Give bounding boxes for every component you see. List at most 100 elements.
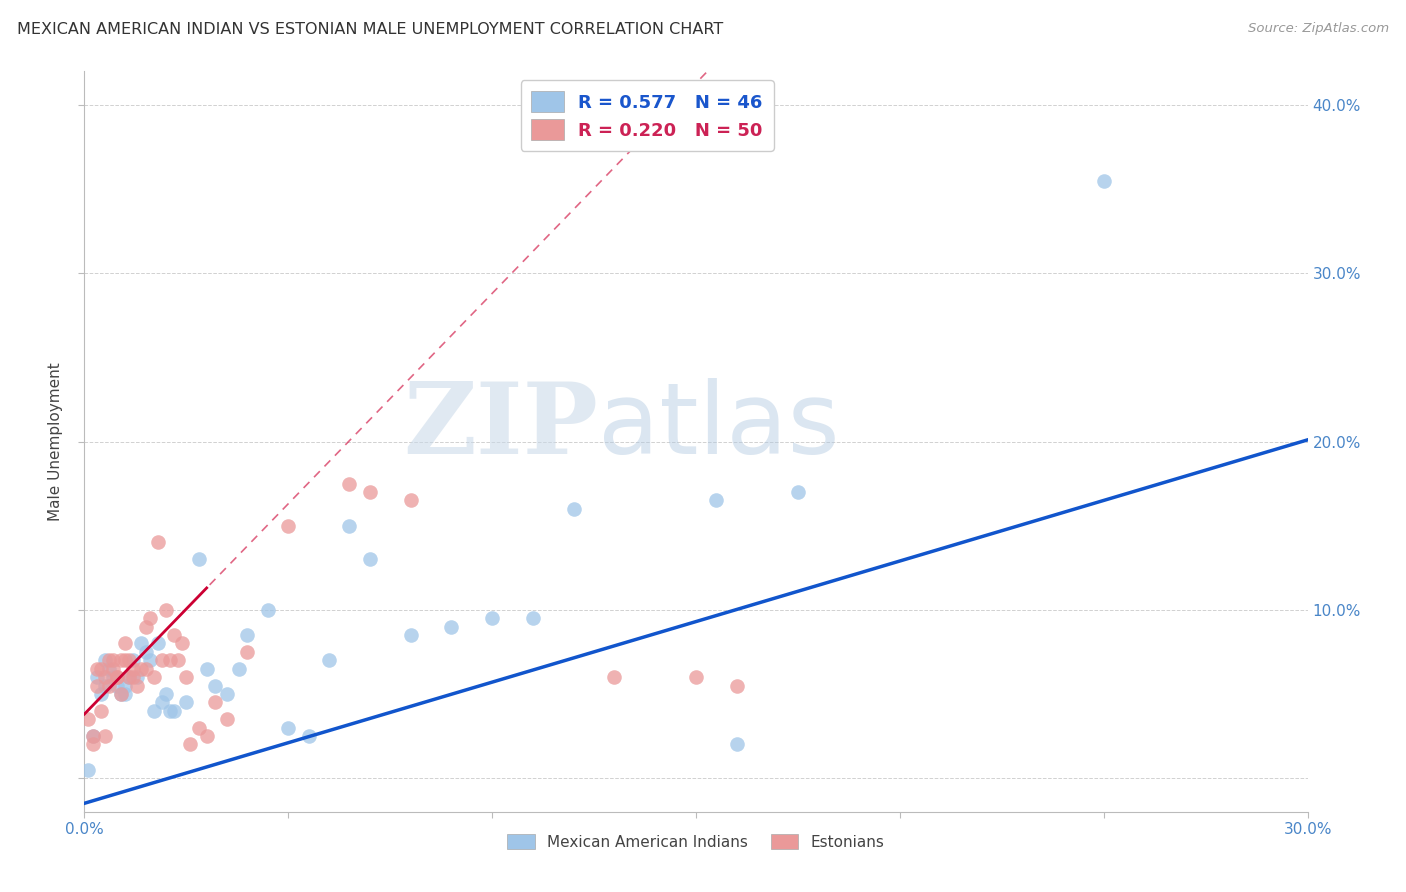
Point — [82, 729, 104, 743]
Point — [86, 679, 108, 693]
Point — [118, 670, 141, 684]
Point — [159, 653, 181, 667]
Point — [86, 670, 108, 684]
Point — [150, 653, 173, 667]
Point — [277, 721, 299, 735]
Point — [127, 670, 149, 684]
Point — [101, 670, 124, 684]
Point — [105, 679, 128, 693]
Text: MEXICAN AMERICAN INDIAN VS ESTONIAN MALE UNEMPLOYMENT CORRELATION CHART: MEXICAN AMERICAN INDIAN VS ESTONIAN MALE… — [17, 22, 723, 37]
Point — [725, 679, 748, 693]
Point — [93, 729, 115, 743]
Point — [90, 662, 112, 676]
Y-axis label: Male Unemployment: Male Unemployment — [48, 362, 63, 521]
Point — [298, 729, 321, 743]
Point — [236, 645, 259, 659]
Point — [101, 653, 124, 667]
Point — [217, 687, 239, 701]
Point — [114, 687, 136, 701]
Point — [481, 611, 503, 625]
Point — [159, 704, 181, 718]
Point — [90, 687, 112, 701]
Point — [603, 670, 626, 684]
Point — [122, 653, 145, 667]
Point — [195, 662, 218, 676]
Point — [97, 679, 120, 693]
Point — [195, 729, 218, 743]
Text: ZIP: ZIP — [404, 378, 598, 475]
Point — [142, 670, 165, 684]
Point — [172, 636, 194, 650]
Point — [204, 695, 226, 709]
Point — [97, 662, 120, 676]
Point — [131, 636, 153, 650]
Point — [142, 704, 165, 718]
Point — [217, 712, 239, 726]
Point — [174, 695, 197, 709]
Point — [118, 653, 141, 667]
Point — [146, 535, 169, 549]
Point — [174, 670, 197, 684]
Point — [114, 653, 136, 667]
Point — [101, 662, 124, 676]
Point — [339, 476, 361, 491]
Point — [110, 687, 132, 701]
Point — [685, 670, 707, 684]
Point — [1092, 174, 1115, 188]
Point — [93, 670, 115, 684]
Point — [77, 712, 100, 726]
Legend: Mexican American Indians, Estonians: Mexican American Indians, Estonians — [502, 828, 890, 856]
Point — [131, 662, 153, 676]
Point — [167, 653, 190, 667]
Point — [93, 653, 115, 667]
Point — [86, 662, 108, 676]
Point — [359, 485, 381, 500]
Point — [97, 653, 120, 667]
Point — [138, 653, 160, 667]
Point — [138, 611, 160, 625]
Point — [105, 670, 128, 684]
Point — [163, 704, 186, 718]
Point — [114, 636, 136, 650]
Point — [204, 679, 226, 693]
Point — [77, 763, 100, 777]
Point — [179, 738, 201, 752]
Point — [706, 493, 728, 508]
Point — [399, 493, 422, 508]
Point — [399, 628, 422, 642]
Point — [440, 619, 463, 633]
Point — [359, 552, 381, 566]
Point — [110, 653, 132, 667]
Point — [725, 738, 748, 752]
Point — [163, 628, 186, 642]
Point — [522, 611, 544, 625]
Point — [277, 518, 299, 533]
Text: Source: ZipAtlas.com: Source: ZipAtlas.com — [1249, 22, 1389, 36]
Point — [257, 603, 280, 617]
Point — [90, 704, 112, 718]
Point — [82, 738, 104, 752]
Point — [318, 653, 340, 667]
Point — [150, 695, 173, 709]
Point — [122, 670, 145, 684]
Point — [118, 670, 141, 684]
Point — [122, 662, 145, 676]
Point — [187, 721, 209, 735]
Point — [146, 636, 169, 650]
Point — [127, 679, 149, 693]
Point — [110, 687, 132, 701]
Point — [93, 679, 115, 693]
Text: atlas: atlas — [598, 378, 839, 475]
Point — [562, 501, 585, 516]
Point — [135, 645, 157, 659]
Point — [135, 662, 157, 676]
Point — [155, 603, 177, 617]
Point — [787, 485, 810, 500]
Point — [155, 687, 177, 701]
Point — [339, 518, 361, 533]
Point — [114, 679, 136, 693]
Point — [105, 670, 128, 684]
Point — [228, 662, 250, 676]
Point — [187, 552, 209, 566]
Point — [82, 729, 104, 743]
